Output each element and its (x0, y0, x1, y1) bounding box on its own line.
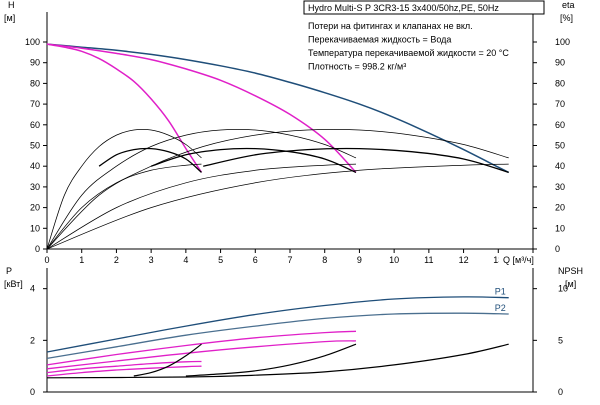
x-tick-label: 9 (357, 255, 362, 265)
x-tick-label: 7 (287, 255, 292, 265)
bottom-right-axis-unit: [м] (565, 279, 576, 289)
top-right-tick-label: 90 (555, 58, 565, 68)
top-series-line-11 (46, 163, 509, 250)
x-tick-label: 3 (149, 255, 154, 265)
top-series-line-6 (46, 128, 202, 250)
chart-note-line: Плотность = 998.2 кг/м³ (308, 62, 406, 72)
top-left-tick-label: 70 (30, 99, 40, 109)
x-tick-label: 11 (424, 255, 433, 265)
bottom-series-line-5 (46, 365, 202, 377)
x-tick-label: 0 (44, 255, 49, 265)
x-axis-label: Q [м³/ч] (503, 255, 534, 265)
x-tick-label: 12 (459, 255, 469, 265)
series-label: P1 (495, 287, 506, 297)
chart-note-line: Потери на фитингах и клапанах не вкл. (308, 21, 473, 31)
top-left-tick-label: 20 (30, 203, 40, 213)
x-tick-label: 4 (183, 255, 188, 265)
top-left-tick-label: 40 (30, 161, 40, 171)
bottom-right-axis-title: NPSH (558, 266, 583, 276)
bottom-series-line-4 (46, 360, 202, 374)
top-right-tick-label: 10 (555, 223, 565, 233)
x-tick-label: 13 (493, 255, 503, 265)
top-right-axis-unit: [%] (560, 13, 573, 23)
bottom-series-line-8 (46, 343, 509, 379)
x-tick-label: 5 (218, 255, 223, 265)
bottom-series-line-1 (46, 312, 509, 360)
top-right-tick-label: 80 (555, 78, 565, 88)
top-series-line-0 (46, 43, 510, 174)
bottom-series-line-6 (133, 343, 202, 377)
series-label: P2 (495, 303, 506, 313)
x-tick-label: 8 (322, 255, 327, 265)
top-left-tick-label: 100 (25, 37, 40, 47)
top-right-tick-label: 60 (555, 120, 565, 130)
top-left-tick-label: 80 (30, 78, 40, 88)
top-series-line-9 (46, 163, 202, 250)
bottom-left-tick-label: 4 (30, 284, 35, 294)
top-left-tick-label: 50 (30, 141, 40, 151)
chart-note-line: Перекачиваемая жидкость = Вода (308, 35, 451, 45)
bottom-series-line-3 (46, 340, 357, 370)
bottom-left-axis-unit: [кВт] (4, 279, 23, 289)
top-right-tick-label: 0 (555, 244, 560, 254)
bottom-series-line-7 (185, 343, 357, 377)
x-tick-label: 10 (389, 255, 399, 265)
x-axis-label-backdrop (499, 254, 541, 266)
top-right-axis-title: eta (562, 0, 575, 10)
top-right-tick-label: 40 (555, 161, 565, 171)
top-right-tick-label: 50 (555, 141, 565, 151)
bottom-left-axis-title: P (6, 266, 12, 276)
top-series-line-8 (46, 128, 509, 250)
top-series-line-10 (46, 163, 357, 250)
bottom-series-line-0 (46, 296, 509, 353)
top-left-tick-label: 10 (30, 223, 40, 233)
bottom-right-tick-label: 0 (558, 387, 563, 397)
top-series-line-3 (98, 147, 202, 173)
chart-title: Hydro Multi-S P 3CR3-15 3x400/50hz,PE, 5… (308, 3, 499, 13)
top-left-tick-label: 0 (35, 244, 40, 254)
x-tick-label: 6 (253, 255, 258, 265)
top-left-tick-label: 90 (30, 58, 40, 68)
bottom-series-line-2 (46, 330, 357, 366)
top-series-line-4 (150, 147, 357, 173)
top-left-tick-label: 60 (30, 120, 40, 130)
chart-note-line: Температура перекачиваемой жидкости = 20… (308, 48, 509, 58)
top-series-line-2 (46, 43, 203, 173)
top-right-tick-label: 30 (555, 182, 565, 192)
top-series-line-1 (46, 43, 357, 173)
bottom-left-tick-label: 2 (30, 335, 35, 345)
top-left-axis-title: H (8, 0, 15, 10)
chart-title-box (303, 0, 545, 15)
top-right-tick-label: 100 (555, 37, 570, 47)
top-right-tick-label: 70 (555, 99, 565, 109)
bottom-right-tick-label: 10 (558, 284, 568, 294)
top-right-tick-label: 20 (555, 203, 565, 213)
top-left-axis-unit: [м] (4, 13, 15, 23)
top-series-line-7 (46, 128, 357, 250)
x-tick-label: 2 (114, 255, 119, 265)
x-tick-label: 1 (79, 255, 84, 265)
bottom-left-tick-label: 0 (30, 387, 35, 397)
top-left-tick-label: 30 (30, 182, 40, 192)
bottom-right-tick-label: 5 (558, 335, 563, 345)
top-series-line-5 (203, 147, 509, 174)
